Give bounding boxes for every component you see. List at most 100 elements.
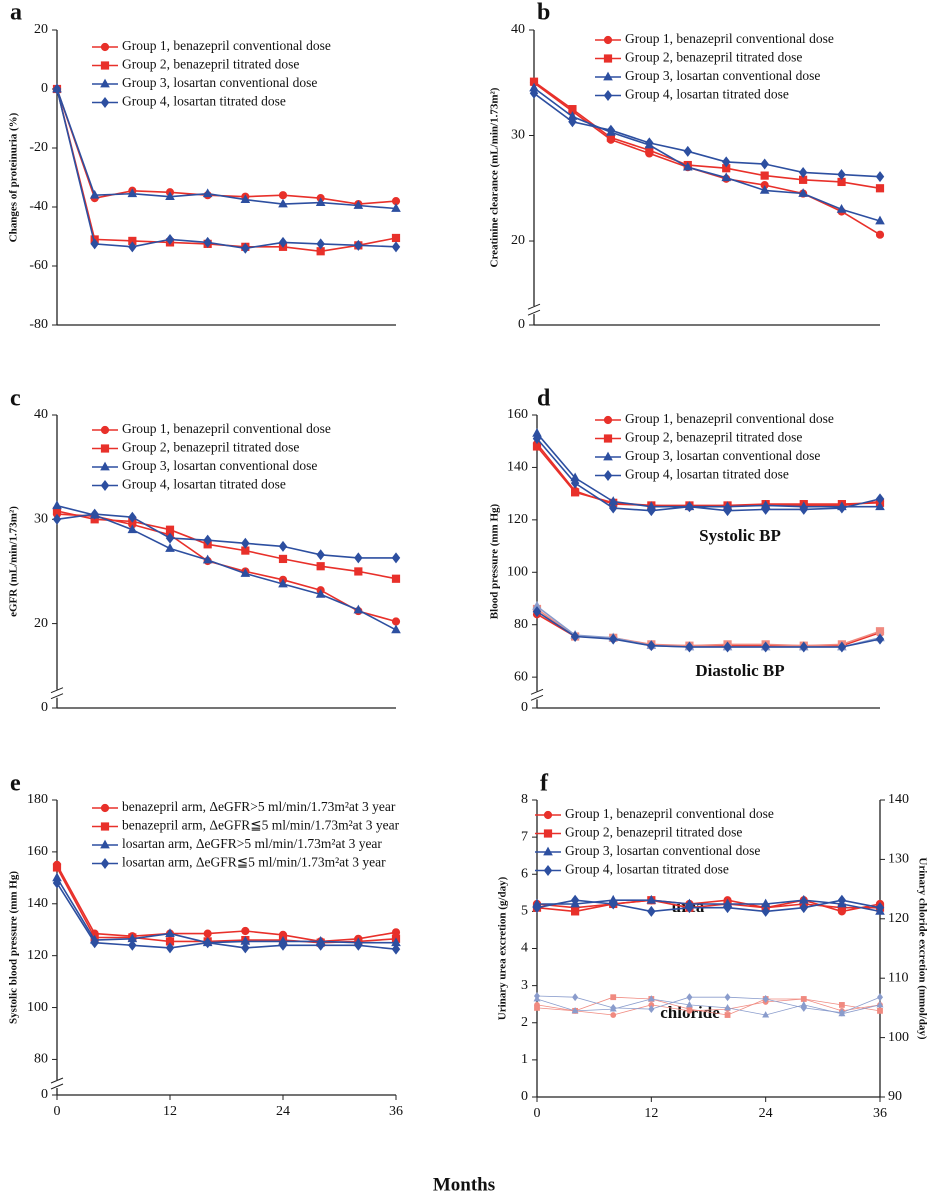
marker <box>100 444 110 453</box>
y-tick-label: 0 <box>41 700 48 715</box>
panel-label: f <box>540 771 549 797</box>
marker <box>876 1001 884 1008</box>
marker <box>127 188 138 198</box>
marker <box>762 995 769 1003</box>
y-axis-title: Changes of proteinuria (%) <box>8 112 20 242</box>
marker <box>723 902 732 914</box>
legend-label: Group 2, benazepril titrated dose <box>122 440 299 455</box>
marker <box>608 502 618 514</box>
y-tick-label: 160 <box>27 844 48 859</box>
marker <box>203 929 212 938</box>
marker <box>798 166 808 178</box>
marker <box>800 996 807 1002</box>
marker <box>316 549 325 561</box>
marker <box>685 501 694 513</box>
marker <box>647 640 656 652</box>
marker <box>721 156 731 168</box>
axis-break <box>50 693 64 700</box>
marker <box>603 434 613 443</box>
marker <box>240 194 251 204</box>
series-line <box>56 513 396 559</box>
legend-label: losartan arm, ΔeGFR≦5 ml/min/1.73m²at 3 … <box>122 855 386 870</box>
panel-label: a <box>10 0 22 26</box>
marker <box>52 500 62 510</box>
y-tick-label: 100 <box>507 565 528 580</box>
y-tick-label: 100 <box>27 1000 48 1015</box>
marker <box>100 78 110 88</box>
series-line <box>536 438 881 512</box>
marker <box>90 238 99 250</box>
series-line <box>536 605 881 648</box>
marker <box>647 995 655 1002</box>
legend-label: Group 1, benazepril conventional dose <box>625 31 834 46</box>
marker <box>838 1008 845 1017</box>
axis-break-gap <box>531 691 543 700</box>
marker <box>760 171 769 180</box>
marker <box>241 942 250 954</box>
marker <box>875 902 885 914</box>
axis-break <box>530 688 544 695</box>
marker <box>165 191 175 201</box>
marker <box>543 810 553 820</box>
legend-label: Group 4, losartan titrated dose <box>122 94 286 109</box>
marker <box>686 1006 693 1012</box>
marker <box>278 578 288 588</box>
marker <box>278 198 288 208</box>
marker <box>570 477 580 489</box>
marker <box>759 185 770 194</box>
series-line <box>536 996 881 1016</box>
marker <box>761 641 770 653</box>
marker <box>100 96 110 109</box>
marker <box>165 543 175 552</box>
y-axis-title: Blood pressure (mm Hg) <box>489 503 501 619</box>
marker <box>875 230 885 239</box>
marker <box>391 233 401 243</box>
marker <box>646 894 657 904</box>
series-line <box>56 867 397 944</box>
marker <box>875 493 885 505</box>
marker <box>165 525 175 534</box>
marker <box>100 822 110 831</box>
marker <box>800 1003 807 1012</box>
shared-x-label: Months <box>433 1174 495 1195</box>
marker <box>533 992 541 1000</box>
marker <box>608 898 618 910</box>
marker <box>647 505 656 517</box>
legend-label: Group 3, losartan conventional dose <box>625 68 820 83</box>
marker <box>278 554 288 564</box>
marker <box>532 433 542 445</box>
series-line <box>536 998 881 1016</box>
marker <box>354 567 363 576</box>
x-tick-label: 0 <box>534 1106 541 1121</box>
marker <box>603 451 613 461</box>
marker <box>838 1002 845 1008</box>
axis-break <box>50 1083 64 1090</box>
marker <box>128 511 137 523</box>
marker <box>571 907 580 916</box>
y-tick-label: -40 <box>29 199 48 214</box>
marker <box>723 505 732 517</box>
marker <box>682 161 693 171</box>
marker <box>534 1005 540 1011</box>
marker <box>52 513 62 525</box>
marker <box>353 604 364 614</box>
legend-label: Group 1, benazepril conventional dose <box>122 38 331 53</box>
y-tick-label: 20 <box>511 233 525 248</box>
y-tick-label: 0 <box>41 1087 48 1102</box>
y-tick-label: 6 <box>521 866 528 881</box>
marker <box>610 994 617 1001</box>
marker <box>391 552 401 564</box>
marker <box>571 488 580 497</box>
y-tick-label: 2 <box>521 1015 528 1030</box>
legend-label: Group 2, benazepril titrated dose <box>565 825 742 840</box>
marker <box>610 1012 617 1018</box>
y2-tick-label: 100 <box>888 1030 909 1045</box>
y2-tick-label: 110 <box>888 970 908 985</box>
series-line <box>56 864 397 943</box>
marker <box>603 54 613 63</box>
marker <box>100 425 110 435</box>
marker <box>127 524 138 534</box>
axis-break-gap <box>51 689 63 698</box>
marker <box>685 902 694 914</box>
legend-label: Group 4, losartan titrated dose <box>122 477 286 492</box>
